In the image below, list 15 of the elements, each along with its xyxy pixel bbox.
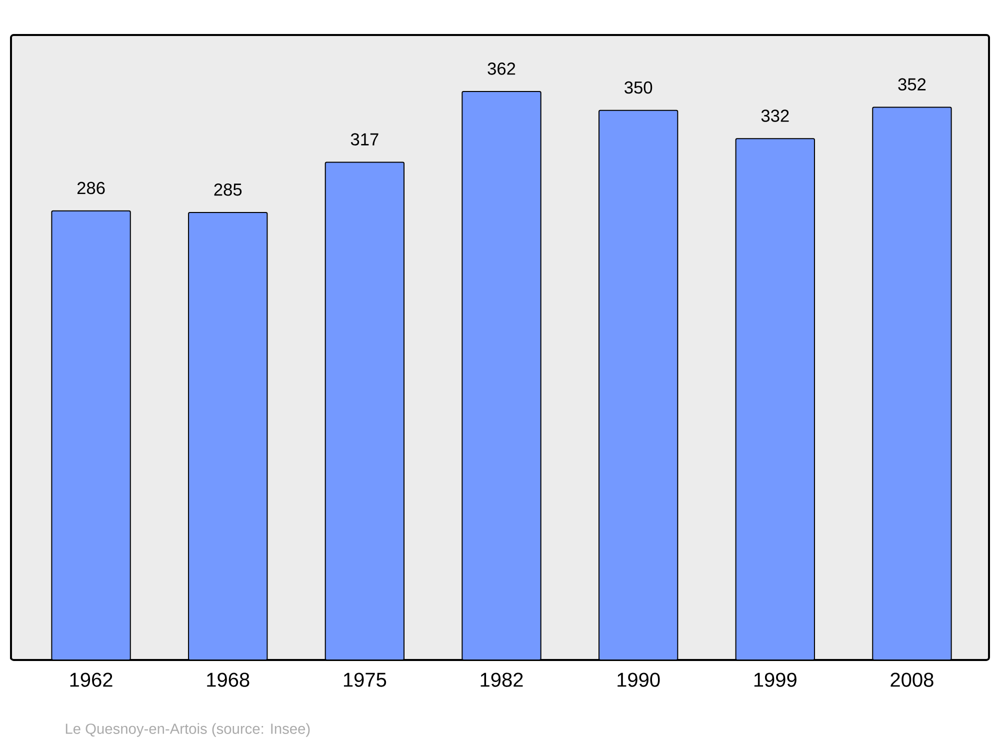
data-label: 350 bbox=[624, 81, 652, 94]
x-tick-label: 1968 bbox=[207, 672, 250, 687]
data-label: 317 bbox=[350, 133, 378, 146]
x-tick-label: 2008 bbox=[890, 672, 934, 687]
data-label: 332 bbox=[761, 110, 789, 122]
x-tick-label: 1975 bbox=[344, 672, 386, 687]
text: Le Quesnoy-en-Artois (source: Insee) bbox=[66, 723, 310, 737]
x-tick-label: 1999 bbox=[754, 672, 796, 687]
data-label: 352 bbox=[898, 78, 926, 91]
data-label: 362 bbox=[488, 62, 516, 75]
data-label: 285 bbox=[214, 183, 242, 196]
x-tick-label: 1982 bbox=[480, 672, 523, 687]
x-tick-label: 1990 bbox=[618, 672, 660, 687]
data-label: 286 bbox=[77, 182, 105, 194]
x-tick-label: 1962 bbox=[70, 672, 112, 687]
